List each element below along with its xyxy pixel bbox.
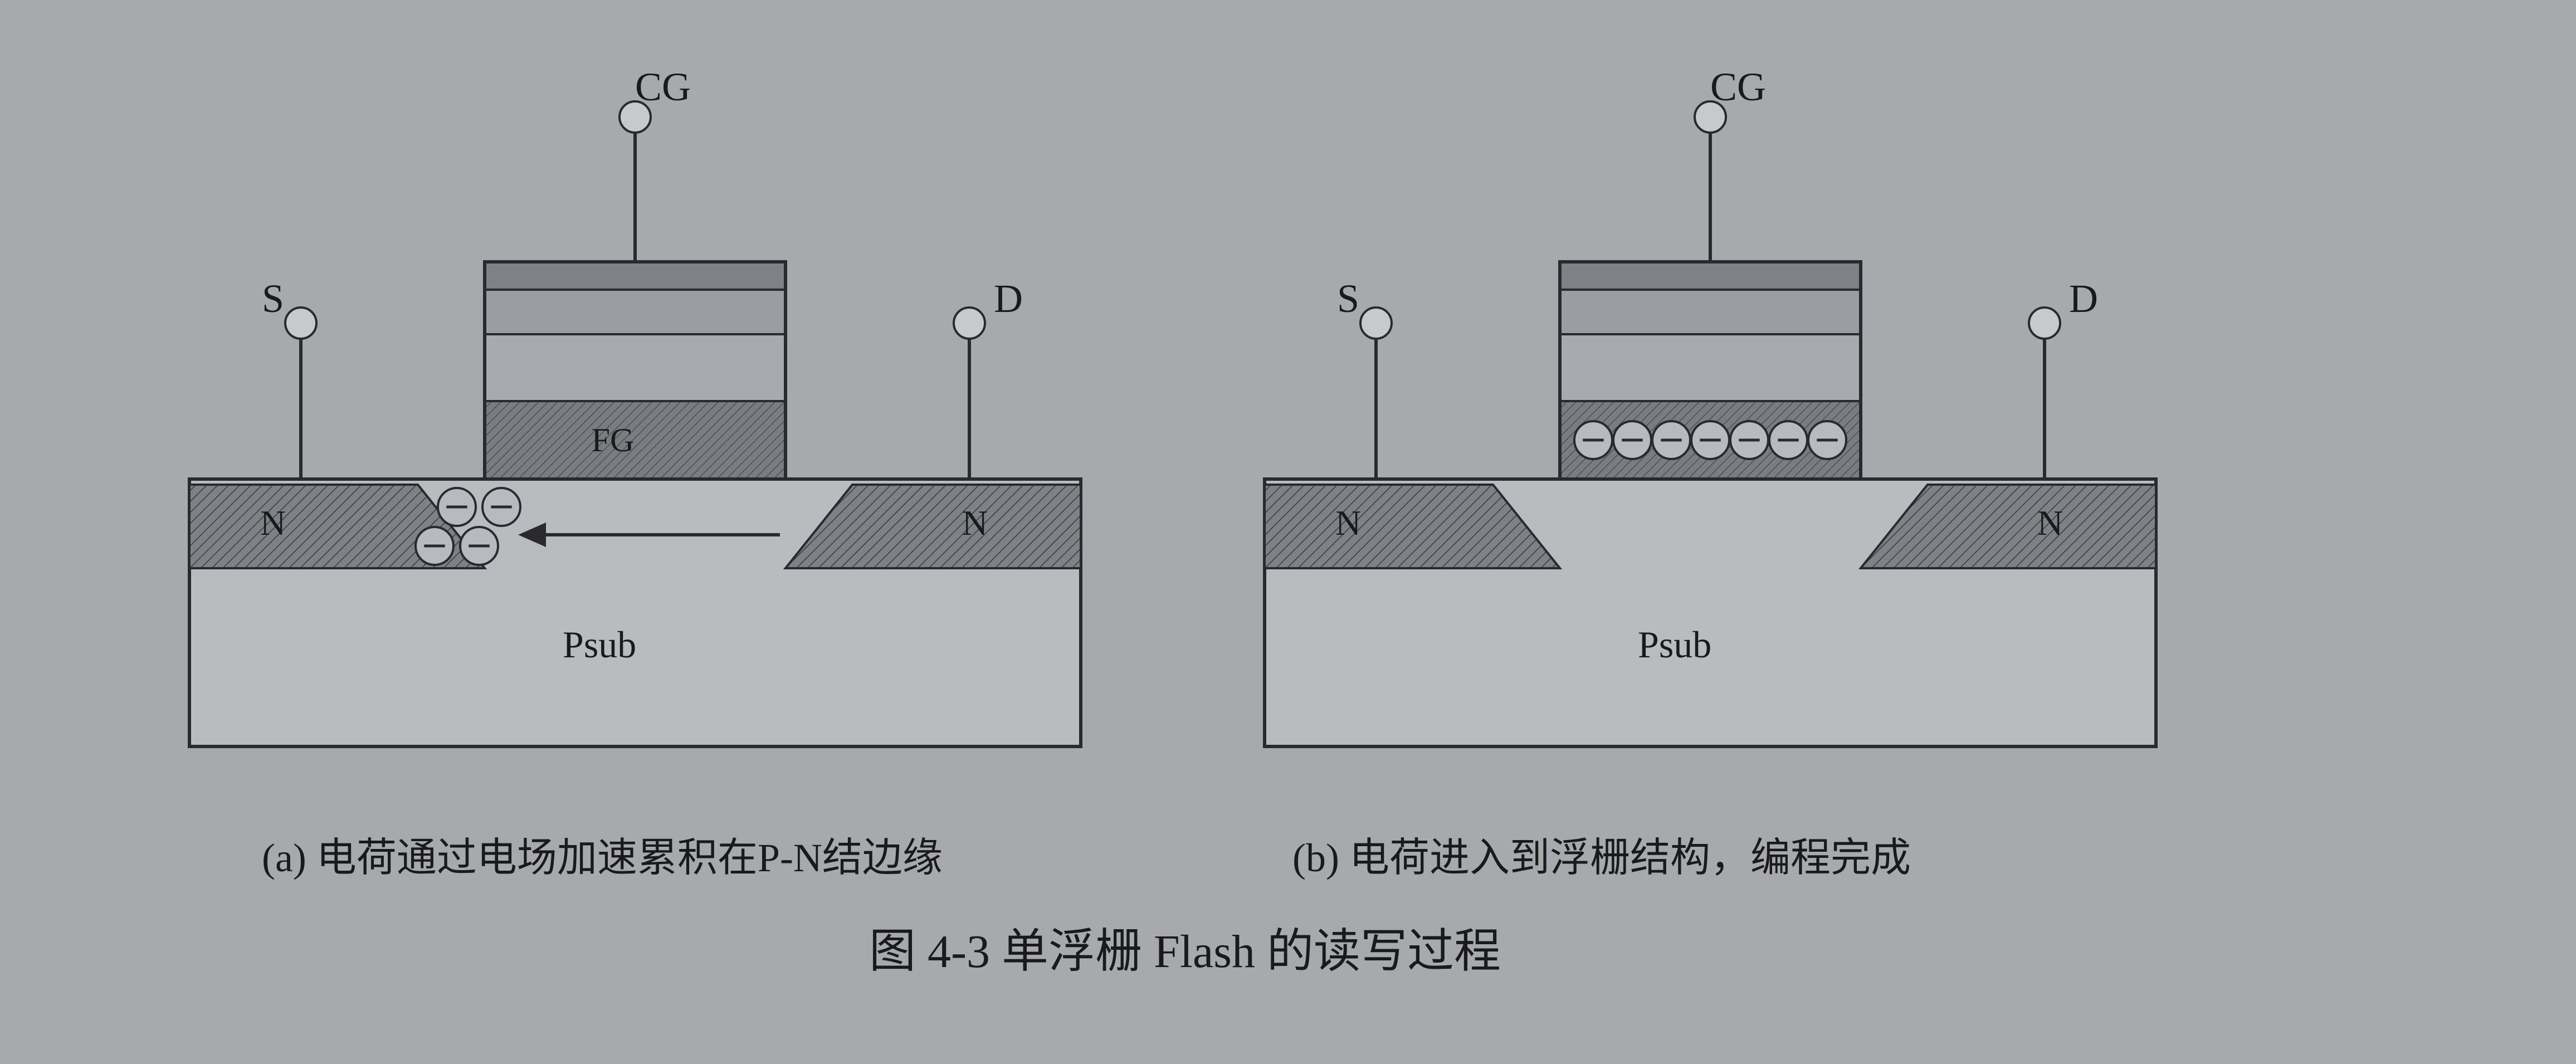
d-label: D: [2069, 276, 2098, 321]
s-label: S: [1337, 276, 1359, 321]
diagram-panel-b: CG S D N N Psub: [1203, 56, 2217, 780]
psub-label: Psub: [1638, 623, 1711, 666]
d-terminal: [2029, 308, 2060, 339]
control-gate-cap: [485, 262, 786, 290]
top-oxide: [485, 290, 786, 334]
fg-label: FG: [592, 422, 635, 458]
d-label: D: [994, 276, 1023, 321]
subcaption-b: (b) 电荷进入到浮栅结构，编程完成: [1292, 824, 1911, 883]
s-terminal: [1360, 308, 1392, 339]
inter-oxide: [1560, 334, 1861, 401]
s-label: S: [262, 276, 284, 321]
n-right-label: N: [2037, 503, 2063, 543]
control-gate-cap: [1560, 262, 1861, 290]
n-right-label: N: [962, 503, 988, 543]
n-left-label: N: [1335, 503, 1361, 543]
inter-oxide: [485, 334, 786, 401]
d-terminal: [954, 308, 985, 339]
s-terminal: [285, 308, 316, 339]
subcaption-a: (a) 电荷通过电场加速累积在P-N结边缘: [262, 824, 943, 883]
cg-label: CG: [635, 65, 691, 109]
psub-label: Psub: [563, 623, 636, 666]
cg-label: CG: [1710, 65, 1766, 109]
n-left-label: N: [260, 503, 286, 543]
figure-caption: 图 4-3 单浮栅 Flash 的读写过程: [869, 914, 1501, 981]
diagram-panel-a: CG S D N N Psub FG: [128, 56, 1142, 780]
top-oxide: [1560, 290, 1861, 334]
floating-gate: [485, 401, 786, 479]
